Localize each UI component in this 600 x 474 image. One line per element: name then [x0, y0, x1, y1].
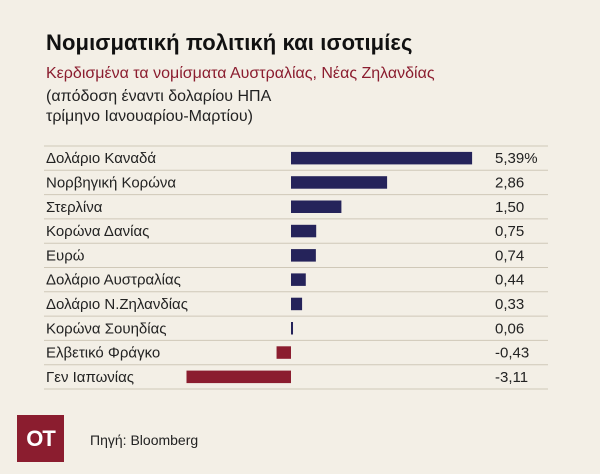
bar	[291, 176, 388, 189]
chart-subtitle: Κερδισμένα τα νομίσματα Αυστραλίας, Νέας…	[46, 65, 435, 82]
value-label: 0,44	[495, 272, 524, 289]
category-label: Κορώνα Δανίας	[46, 223, 149, 240]
bar	[291, 151, 473, 165]
source-note: Πηγή: Bloomberg	[90, 432, 199, 448]
category-label: Ευρώ	[46, 247, 85, 264]
value-label: 0,33	[495, 296, 524, 313]
bar	[291, 322, 294, 335]
value-label: 2,86	[495, 174, 524, 191]
value-label: 0,06	[495, 320, 524, 337]
chart-title: Νομισματική πολιτική και ισοτιμίες	[46, 30, 413, 55]
chart-note-line-2: τρίμηνο Ιανουαρίου-Μαρτίου)	[46, 108, 253, 125]
value-label: -3,11	[495, 369, 528, 386]
bar	[291, 297, 303, 311]
bar	[291, 273, 306, 286]
value-label: 5,39%	[495, 150, 538, 167]
category-label: Δολάριο Ν.Ζηλανδίας	[46, 296, 188, 313]
bar	[291, 224, 317, 238]
chart-note: (απόδοση έναντι δολαρίου ΗΠΑ τρίμηνο Ιαν…	[46, 87, 271, 127]
value-label: -0,43	[495, 345, 529, 362]
ot-logo: ΟΤ	[17, 415, 64, 462]
bar	[186, 370, 291, 384]
value-label: 0,74	[495, 247, 524, 264]
category-label: Στερλίνα	[46, 199, 103, 216]
category-label: Γεν Ιαπωνίας	[46, 369, 134, 386]
bar	[291, 200, 342, 213]
category-label: Νορβηγική Κορώνα	[46, 174, 176, 191]
chart-note-line-1: (απόδοση έναντι δολαρίου ΗΠΑ	[46, 88, 272, 105]
category-label: Κορώνα Σουηδίας	[46, 320, 167, 337]
value-label: 0,75	[495, 223, 524, 240]
category-label: Ελβετικό Φράγκο	[46, 345, 160, 362]
category-label: Δολάριο Αυστραλίας	[46, 272, 181, 289]
bar	[291, 249, 316, 262]
value-label: 1,50	[495, 199, 524, 216]
bar	[276, 346, 291, 359]
category-label: Δολάριο Καναδά	[46, 150, 156, 167]
